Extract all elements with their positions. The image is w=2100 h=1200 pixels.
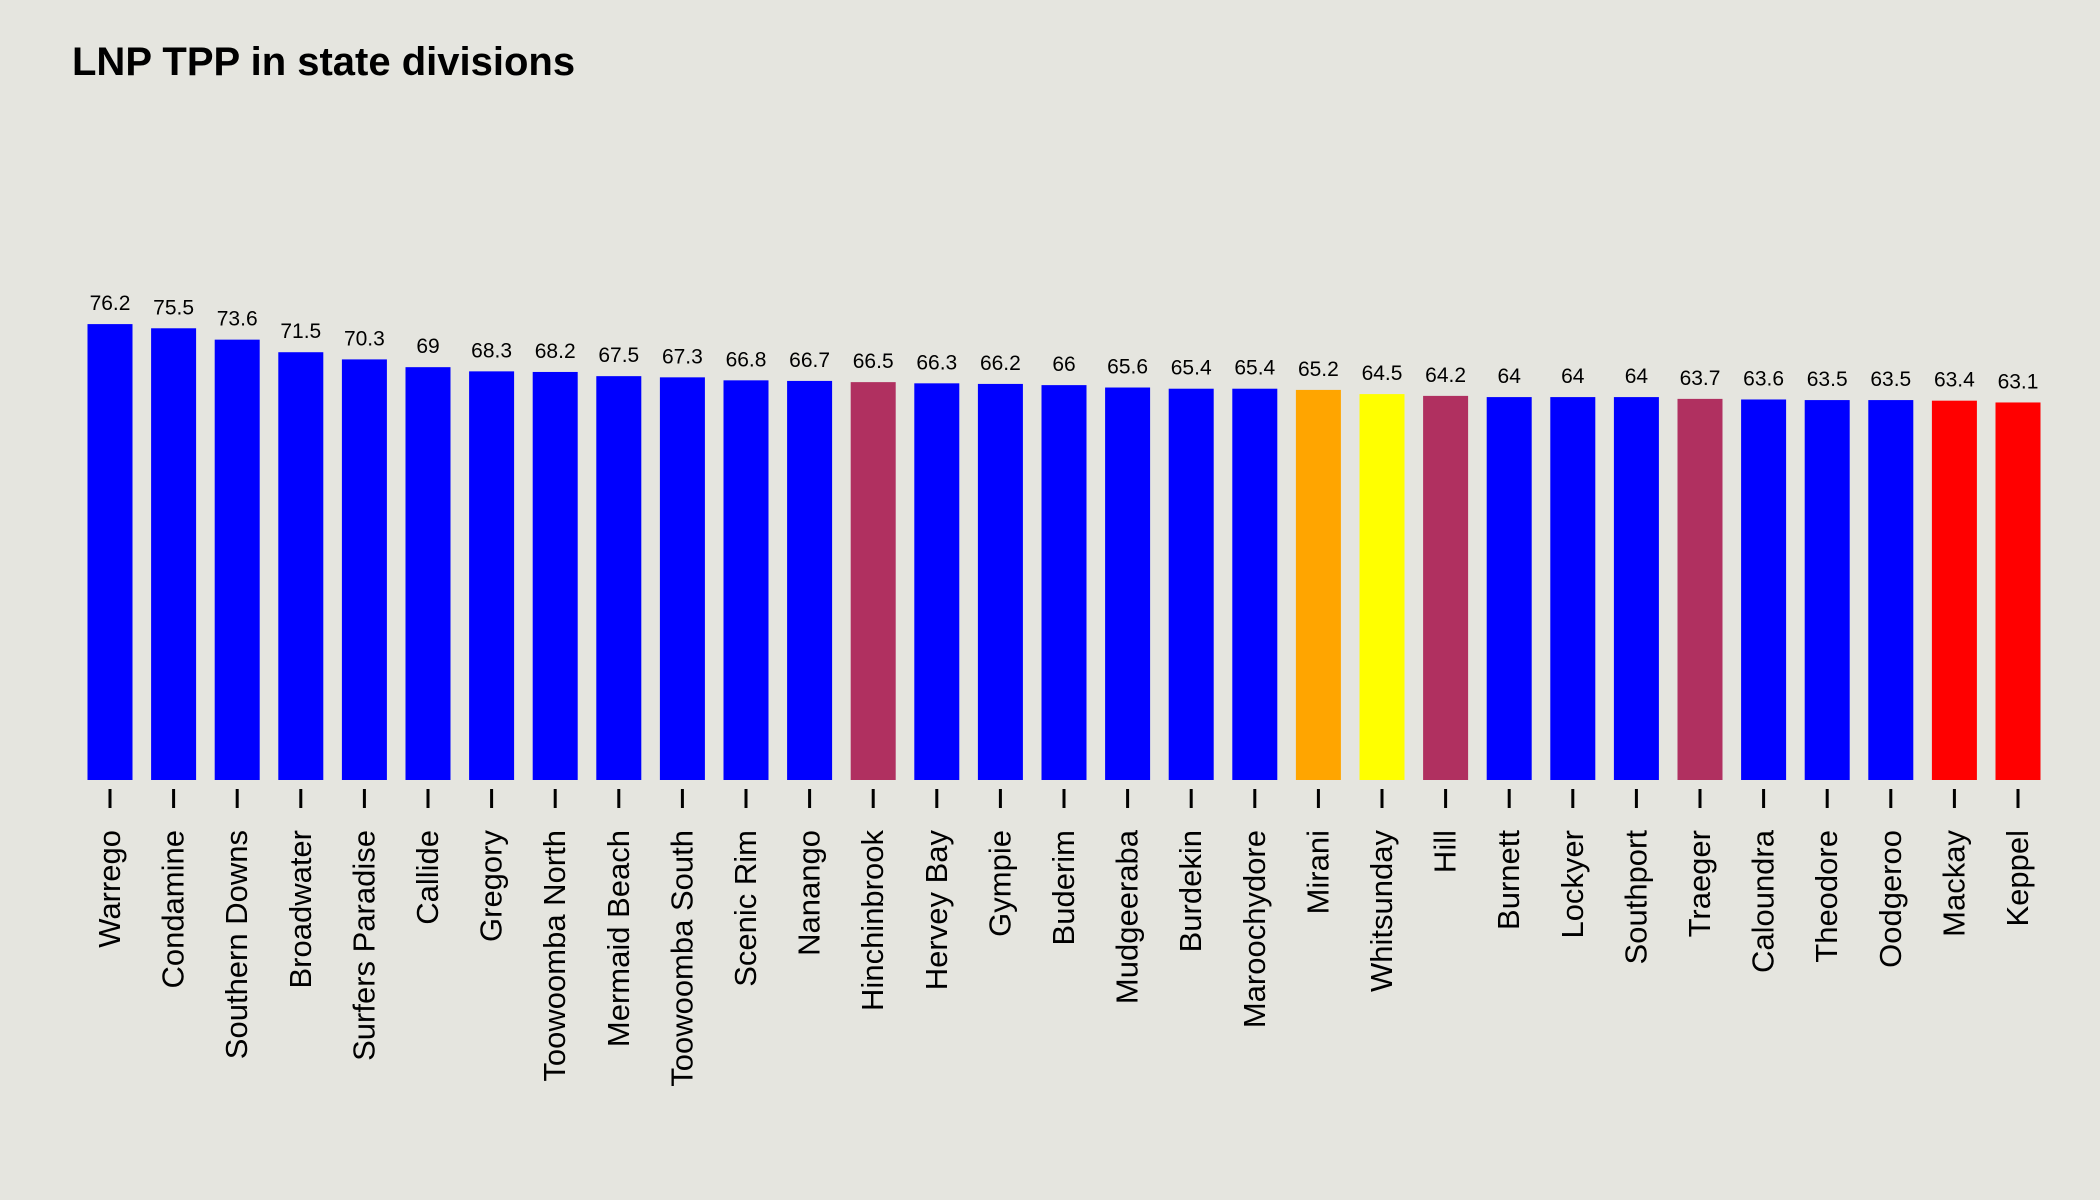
category-label: Lockyer (1555, 830, 1590, 939)
category-label: Gympie (982, 830, 1017, 937)
category-label: Burnett (1491, 830, 1526, 930)
bar (1359, 394, 1405, 780)
value-label: 71.5 (280, 320, 321, 343)
category-label: Toowoomba South (664, 830, 699, 1087)
category-label: Traeger (1682, 830, 1717, 937)
bar (787, 380, 833, 780)
category-label: Maroochydore (1237, 830, 1272, 1028)
category-label: Toowoomba North (537, 830, 572, 1082)
category-label: Southern Downs (219, 830, 254, 1059)
value-label: 63.5 (1807, 368, 1848, 391)
value-label: 66 (1052, 353, 1075, 376)
category-label: Buderim (1046, 830, 1081, 945)
value-label: 67.3 (662, 345, 703, 368)
category-label: Oodgeroo (1873, 830, 1908, 968)
bar (914, 383, 960, 780)
bar (87, 324, 133, 780)
category-label: Mermaid Beach (601, 830, 636, 1047)
bar (1613, 397, 1659, 780)
category-label: Broadwater (283, 830, 318, 989)
value-label: 64 (1561, 365, 1585, 388)
bar (1105, 387, 1151, 780)
value-label: 64 (1625, 365, 1649, 388)
value-label: 75.5 (153, 296, 194, 319)
bar (469, 371, 515, 780)
category-label: Caloundra (1746, 829, 1781, 973)
value-label: 64.2 (1425, 364, 1466, 387)
value-label: 63.4 (1934, 369, 1975, 392)
bar (1168, 388, 1214, 780)
category-label: Hill (1428, 830, 1463, 873)
bar (278, 352, 324, 780)
value-label: 68.2 (535, 340, 576, 363)
bar (723, 380, 769, 780)
category-label: Burdekin (1173, 830, 1208, 952)
category-label: Surfers Paradise (346, 830, 381, 1061)
category-label: Mudgeeraba (1110, 829, 1145, 1004)
bar (1295, 389, 1341, 780)
value-label: 66.5 (853, 350, 894, 373)
value-label: 76.2 (90, 292, 131, 315)
value-label: 65.6 (1107, 356, 1148, 379)
category-label: Nanango (792, 830, 827, 956)
bar (532, 371, 578, 780)
value-label: 65.4 (1171, 357, 1212, 380)
chart-title: LNP TPP in state divisions (72, 40, 576, 84)
category-label: Hervey Bay (919, 830, 954, 991)
bar (341, 359, 387, 780)
bar (1677, 398, 1723, 780)
value-label: 65.4 (1234, 357, 1275, 380)
bar (1550, 397, 1596, 780)
bar (1232, 388, 1278, 780)
bar (405, 367, 451, 780)
category-label: Scenic Rim (728, 830, 763, 987)
category-label: Theodore (1809, 830, 1844, 963)
category-label: Callide (410, 830, 445, 925)
value-label: 65.2 (1298, 358, 1339, 381)
bar (659, 377, 705, 780)
bar (214, 339, 260, 780)
value-label: 63.7 (1680, 367, 1721, 390)
value-label: 67.5 (598, 344, 639, 367)
value-label: 66.2 (980, 352, 1021, 375)
value-label: 66.8 (726, 348, 767, 371)
category-label: Mirani (1300, 830, 1335, 914)
bar (1741, 399, 1787, 780)
category-label: Whitsunday (1364, 830, 1399, 992)
bar (977, 383, 1023, 780)
bar (596, 376, 642, 780)
category-label: Hinchinbrook (855, 830, 890, 1011)
value-label: 66.3 (916, 351, 957, 374)
bar (1041, 385, 1087, 780)
bar (1804, 400, 1850, 780)
category-label: Southport (1618, 830, 1653, 965)
value-label: 70.3 (344, 327, 385, 350)
bar (850, 382, 896, 780)
value-label: 66.7 (789, 349, 830, 372)
category-label: Condamine (156, 830, 191, 989)
bar (1868, 400, 1914, 780)
value-label: 73.6 (217, 308, 258, 331)
value-label: 68.3 (471, 339, 512, 362)
bar (1486, 397, 1532, 780)
bar (1931, 400, 1977, 780)
value-label: 63.6 (1743, 367, 1784, 390)
bar (151, 328, 197, 780)
category-label: Gregory (474, 830, 509, 942)
category-label: Keppel (2000, 830, 2035, 927)
value-label: 63.1 (1998, 370, 2039, 393)
category-label: Warrego (92, 830, 127, 948)
value-label: 64.5 (1362, 362, 1403, 385)
value-label: 69 (416, 335, 439, 358)
bar (1995, 402, 2041, 780)
bar (1423, 395, 1469, 780)
value-label: 64 (1498, 365, 1522, 388)
value-label: 63.5 (1870, 368, 1911, 391)
category-label: Mackay (1936, 830, 1971, 937)
